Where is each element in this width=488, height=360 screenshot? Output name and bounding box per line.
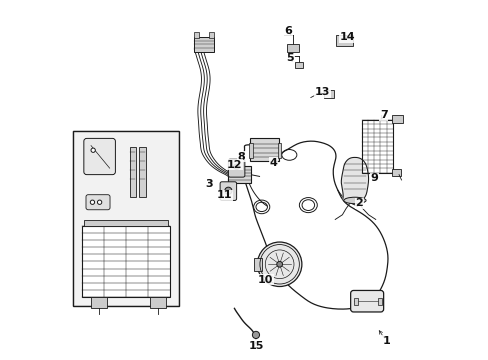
Text: 2: 2 (355, 198, 363, 208)
Circle shape (276, 261, 282, 267)
Bar (353, 298, 357, 305)
FancyBboxPatch shape (220, 182, 236, 201)
FancyBboxPatch shape (350, 291, 383, 312)
Circle shape (224, 187, 231, 194)
Bar (139, 147, 145, 197)
Polygon shape (341, 157, 368, 202)
Bar (391, 116, 402, 123)
Circle shape (91, 148, 95, 152)
Text: 10: 10 (257, 275, 272, 285)
Bar (129, 147, 136, 197)
Bar (73, 131, 179, 306)
Text: 4: 4 (269, 158, 277, 168)
Bar (249, 143, 252, 158)
Bar (193, 37, 214, 51)
Bar (391, 169, 400, 176)
Bar (82, 226, 169, 297)
Bar (208, 32, 214, 39)
Bar (253, 258, 261, 271)
Circle shape (97, 200, 102, 204)
Text: 15: 15 (248, 341, 263, 351)
Bar (286, 44, 299, 51)
Bar (91, 297, 107, 308)
Bar (362, 120, 392, 173)
Bar (228, 166, 250, 183)
Bar (150, 297, 166, 308)
Text: 7: 7 (379, 111, 386, 121)
Text: 9: 9 (369, 173, 378, 183)
FancyBboxPatch shape (83, 138, 115, 175)
Text: 3: 3 (205, 179, 213, 189)
Bar (193, 32, 199, 39)
Circle shape (257, 242, 301, 287)
Circle shape (252, 331, 259, 338)
Text: 8: 8 (237, 152, 245, 162)
Text: 1: 1 (382, 336, 389, 346)
Bar (377, 298, 382, 305)
Text: 14: 14 (339, 32, 355, 42)
Text: 6: 6 (284, 26, 292, 36)
Bar (324, 90, 333, 98)
Bar (73, 131, 179, 306)
Ellipse shape (233, 164, 239, 169)
Text: 5: 5 (286, 53, 294, 63)
Text: 13: 13 (314, 87, 330, 97)
Bar (277, 143, 281, 158)
Text: 11: 11 (217, 190, 232, 200)
Bar (249, 138, 279, 161)
Circle shape (90, 200, 94, 204)
Text: 12: 12 (226, 160, 242, 170)
Bar (335, 35, 352, 45)
FancyBboxPatch shape (86, 195, 110, 210)
Bar (83, 220, 168, 226)
Bar (294, 62, 302, 68)
FancyBboxPatch shape (228, 159, 244, 177)
Ellipse shape (343, 197, 366, 204)
